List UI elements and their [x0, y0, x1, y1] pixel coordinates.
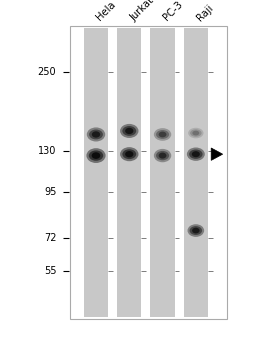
- Ellipse shape: [159, 132, 166, 137]
- Bar: [117, 28, 141, 317]
- Ellipse shape: [92, 152, 100, 159]
- Ellipse shape: [156, 130, 169, 139]
- Ellipse shape: [154, 128, 171, 141]
- Text: PC-3: PC-3: [161, 0, 184, 23]
- Ellipse shape: [187, 224, 204, 237]
- Polygon shape: [211, 148, 223, 161]
- Ellipse shape: [122, 126, 136, 136]
- Ellipse shape: [156, 151, 169, 160]
- Ellipse shape: [125, 151, 133, 157]
- Text: 72: 72: [44, 233, 56, 243]
- Bar: [84, 28, 108, 317]
- Ellipse shape: [120, 147, 138, 161]
- Ellipse shape: [89, 130, 103, 139]
- Ellipse shape: [192, 151, 200, 157]
- Ellipse shape: [188, 128, 204, 138]
- Ellipse shape: [87, 148, 105, 163]
- Ellipse shape: [122, 149, 136, 159]
- Ellipse shape: [192, 228, 200, 233]
- Ellipse shape: [120, 124, 138, 138]
- Ellipse shape: [92, 131, 100, 138]
- Text: 130: 130: [38, 146, 56, 156]
- Ellipse shape: [159, 152, 166, 159]
- Text: 95: 95: [44, 187, 56, 197]
- Ellipse shape: [190, 130, 202, 137]
- Text: Jurkat: Jurkat: [128, 0, 156, 23]
- Text: 55: 55: [44, 266, 56, 276]
- Ellipse shape: [125, 128, 133, 134]
- Text: Hela: Hela: [95, 0, 118, 23]
- Ellipse shape: [190, 226, 202, 235]
- Ellipse shape: [187, 147, 205, 161]
- Bar: [70, 26, 227, 319]
- Ellipse shape: [87, 127, 105, 142]
- Text: Raji: Raji: [195, 3, 215, 23]
- Ellipse shape: [193, 131, 199, 136]
- Bar: [184, 28, 208, 317]
- Ellipse shape: [189, 150, 202, 159]
- Ellipse shape: [89, 150, 103, 161]
- Bar: [151, 28, 175, 317]
- Text: 250: 250: [38, 67, 56, 77]
- Ellipse shape: [154, 149, 171, 162]
